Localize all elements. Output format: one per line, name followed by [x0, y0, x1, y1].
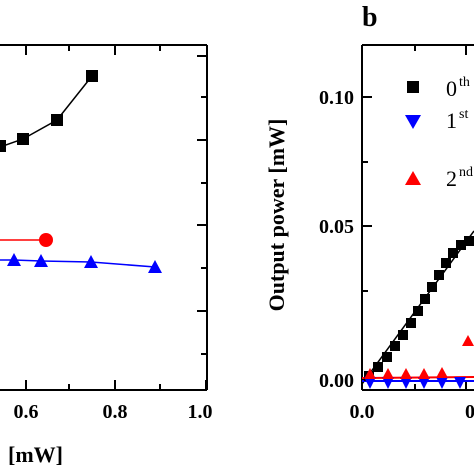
right-2nd-triangle-marker	[364, 368, 376, 379]
right-0th-square-marker	[448, 248, 458, 258]
left-blue-triangle-marker	[84, 255, 98, 268]
left-blue-triangle-marker	[7, 253, 21, 266]
right-0th-square-marker	[398, 330, 408, 340]
left-black-square-marker	[51, 114, 63, 126]
right-0th-square-marker	[434, 270, 444, 280]
legend: 0 th 1 st 2 nd	[405, 75, 473, 191]
right-1st-triangle-marker	[454, 377, 466, 389]
right-2nd-triangle-marker	[400, 368, 412, 379]
right-2nd-triangle-marker	[418, 368, 430, 379]
left-x-tick-label: 0.8	[103, 401, 128, 423]
right-x-tick-label: 0.0	[350, 401, 375, 423]
left-blue-triangle-marker	[148, 260, 162, 273]
right-2nd-markers	[364, 335, 474, 379]
left-black-square-marker	[17, 133, 29, 145]
right-y-tick-label: 0.10	[319, 87, 354, 109]
right-y-tick-label: 0.00	[319, 370, 354, 392]
legend-sup-1st: st	[459, 107, 468, 122]
right-0th-square-marker	[373, 362, 383, 372]
left-series-black-line	[0, 75, 93, 148]
right-y-ticks	[362, 96, 372, 381]
left-panel: 0.6 0.8 1.0 [mW]	[0, 44, 213, 467]
right-1st-triangle-marker	[382, 377, 394, 389]
right-0th-square-marker	[456, 240, 466, 250]
left-x-tick-label: 0.6	[14, 401, 39, 423]
right-2nd-triangle-marker	[462, 335, 474, 346]
right-0th-square-marker	[427, 282, 437, 292]
right-1st-triangle-marker	[436, 377, 448, 389]
right-x-tick-label-partial: 0	[465, 401, 474, 423]
legend-label-2nd: 2	[446, 166, 457, 191]
legend-marker-0th	[407, 81, 419, 93]
right-2nd-triangle-marker	[382, 368, 394, 379]
left-blue-triangle-marker	[34, 254, 48, 267]
right-top-ticks	[414, 45, 467, 55]
right-0th-square-marker	[390, 341, 400, 351]
right-0th-square-marker	[464, 236, 474, 246]
right-2nd-triangle-marker	[436, 367, 448, 378]
left-red-circle-marker	[39, 233, 53, 247]
left-series-blue-line	[0, 259, 156, 268]
right-0th-square-marker	[406, 318, 416, 328]
right-y-tick-label: 0.05	[319, 216, 354, 238]
legend-marker-2nd	[405, 171, 421, 185]
right-panel: b	[264, 2, 474, 423]
panel-label-b: b	[362, 2, 378, 33]
legend-label-1st: 1	[446, 108, 457, 133]
right-1st-triangle-marker	[364, 377, 376, 389]
right-0th-square-marker	[441, 258, 451, 268]
left-black-square-marker	[0, 140, 6, 152]
left-x-axis-title: [mW]	[8, 442, 63, 467]
left-black-square-marker	[86, 70, 98, 82]
left-top-ticks	[25, 45, 161, 55]
legend-label-0th: 0	[446, 76, 457, 101]
right-1st-triangle-marker	[400, 377, 412, 389]
left-x-tick-label: 1.0	[188, 401, 213, 423]
legend-marker-1st	[405, 115, 421, 129]
right-0th-square-marker	[420, 294, 430, 304]
right-1st-markers	[364, 377, 466, 389]
legend-sup-0th: th	[459, 75, 470, 90]
right-y-axis-title: Output power [mW]	[264, 119, 289, 312]
legend-sup-2nd: nd	[459, 165, 473, 180]
right-1st-triangle-marker	[418, 377, 430, 389]
left-bottom-ticks	[25, 380, 207, 390]
left-right-ticks	[197, 55, 207, 355]
right-0th-square-marker	[382, 352, 392, 362]
right-0th-square-marker	[413, 306, 423, 316]
